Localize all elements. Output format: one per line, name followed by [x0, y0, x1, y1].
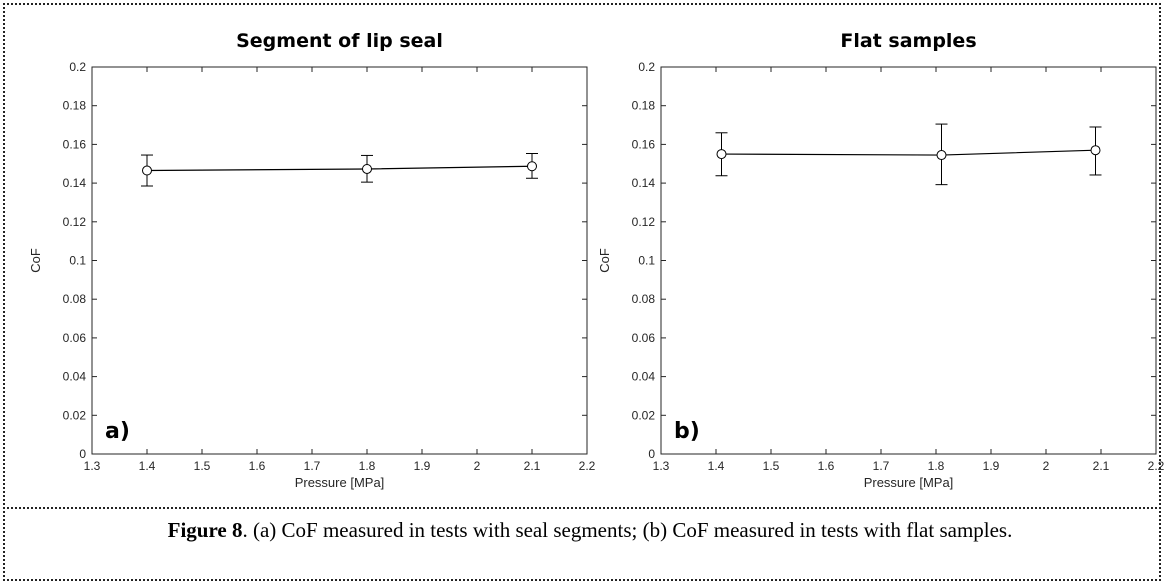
chart-2-x-tick-label: 2.1: [1093, 459, 1110, 473]
chart-1-data-point: [142, 165, 152, 176]
chart-2-title: Flat samples: [840, 30, 976, 52]
chart-1-y-tick-label: 0.04: [63, 370, 87, 384]
chart-2-x-tick-label: 1.4: [708, 459, 725, 473]
chart-1-y-tick-label: 0.16: [63, 137, 87, 151]
chart-1-x-tick-label: 2.2: [579, 459, 596, 473]
chart-1-x-tick-label: 1.5: [194, 459, 211, 473]
chart-1-y-axis-label: CoF: [28, 248, 43, 273]
chart-2-y-tick-label: 0.12: [632, 215, 656, 229]
caption-label: Figure 8: [167, 518, 243, 542]
chart-2-y-tick-label: 0.2: [638, 60, 655, 74]
chart-1-series-line: [146, 165, 533, 172]
chart-2-y-tick-label: 0.02: [632, 408, 656, 422]
figure-border: [3, 3, 1161, 581]
chart-1-y-tick-label: 0.02: [63, 408, 87, 422]
chart-1-y-tick-label: 0.14: [63, 176, 87, 190]
figure-charts: Segment of lip seal 1.3 1.4 1.5 1.6 1.7 1.8 1.9…: [28, 30, 1165, 490]
chart-1-y-tick-label: 0.18: [63, 99, 87, 113]
chart-2-y-tick-label: 0.14: [632, 176, 656, 190]
chart-2-x-tick-label: 1.9: [983, 459, 1000, 473]
chart-1-x-tick-label: 2: [474, 459, 481, 473]
chart-2-x-tick-label: 2.2: [1148, 459, 1165, 473]
chart-2-series-line: [721, 149, 1096, 156]
chart-2-x-tick-label: 1.6: [818, 459, 835, 473]
figure-caption: Figure 8. (a) CoF measured in tests with…: [60, 518, 1120, 542]
chart-2-x-tick-label: 1.5: [763, 459, 780, 473]
chart-1-y-tick-label: 0: [79, 447, 86, 461]
chart-2-x-tick-label: 1.3: [653, 459, 670, 473]
chart-1-title: Segment of lip seal: [236, 30, 443, 52]
caption-text: . (a) CoF measured in tests with seal se…: [242, 518, 1013, 542]
chart-2-y-axis-label: CoF: [597, 248, 612, 273]
chart-1-data-point: [362, 163, 372, 174]
chart-1-x-axis-label: Pressure [MPa]: [295, 475, 385, 490]
chart-1-x-tick-label: 1.9: [414, 459, 431, 473]
chart-2-panel-label: b): [674, 419, 700, 444]
chart-2-y-tick-label: 0: [648, 447, 655, 461]
chart-1-x-tick-label: 1.4: [139, 459, 156, 473]
chart-2-data-point: [936, 150, 947, 161]
chart-1-x-tick-label: 2.1: [524, 459, 541, 473]
chart-1-x-tick-label: 1.7: [304, 459, 321, 473]
chart-1-y-tick-label: 0.1: [69, 254, 86, 268]
chart-2-y-tick-label: 0.04: [632, 370, 656, 384]
chart-1-x-tick-label: 1.8: [359, 459, 376, 473]
chart-2-data-point: [1090, 145, 1101, 156]
chart-2-y-tick-label: 0.06: [632, 331, 656, 345]
chart-1-y-tick-label: 0.2: [69, 60, 86, 74]
chart-1-x-tick-label: 1.6: [249, 459, 266, 473]
chart-1-y-tick-label: 0.06: [63, 331, 87, 345]
caption-divider: [3, 507, 1161, 509]
chart-1-y-tick-label: 0.08: [63, 292, 87, 306]
chart-2-y-tick-label: 0.1: [638, 254, 655, 268]
chart-2-x-tick-label: 2: [1043, 459, 1050, 473]
chart-1-data-point: [527, 161, 537, 172]
chart-1-plot-area: [91, 66, 588, 455]
chart-1-x-tick-label: 1.3: [84, 459, 101, 473]
chart-2-data-point: [716, 149, 727, 160]
chart-2-y-tick-label: 0.16: [632, 137, 656, 151]
chart-1-panel-label: a): [105, 419, 130, 444]
chart-2-y-tick-label: 0.08: [632, 292, 656, 306]
chart-2-x-tick-label: 1.8: [928, 459, 945, 473]
chart-1-y-tick-label: 0.12: [63, 215, 87, 229]
chart-2-x-tick-label: 1.7: [873, 459, 890, 473]
chart-2-y-tick-label: 0.18: [632, 99, 656, 113]
chart-2-plot-area: [660, 66, 1157, 455]
chart-2-x-axis-label: Pressure [MPa]: [864, 475, 954, 490]
